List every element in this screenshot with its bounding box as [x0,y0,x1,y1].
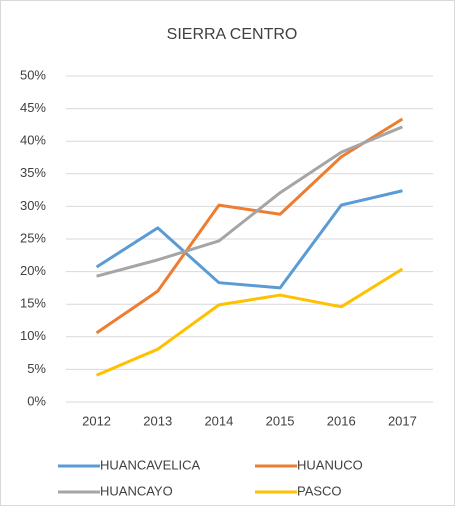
y-tick-label: 20% [20,263,46,278]
chart-title: SIERRA CENTRO [167,26,298,43]
y-tick-label: 50% [20,67,46,82]
legend-label: PASCO [297,483,342,498]
y-tick-label: 0% [27,393,46,408]
y-tick-label: 35% [20,165,46,180]
x-tick-label: 2016 [327,413,356,428]
y-tick-label: 25% [20,230,46,245]
x-tick-label: 2012 [82,413,111,428]
legend-label: HUANUCO [297,457,363,472]
series-line [95,189,403,290]
x-tick-label: 2017 [388,413,417,428]
x-tick-label: 2013 [143,413,172,428]
legend-label: HUANCAYO [100,483,173,498]
y-tick-label: 5% [27,361,46,376]
legend-label: HUANCAVELICA [100,457,201,472]
y-tick-label: 15% [20,296,46,311]
y-tick-label: 10% [20,328,46,343]
series-line [95,117,404,335]
series-line [96,125,403,278]
series-line [95,267,404,377]
y-tick-label: 40% [20,133,46,148]
x-tick-label: 2014 [204,413,233,428]
y-tick-label: 30% [20,198,46,213]
y-tick-label: 45% [20,100,46,115]
x-tick-label: 2015 [266,413,295,428]
